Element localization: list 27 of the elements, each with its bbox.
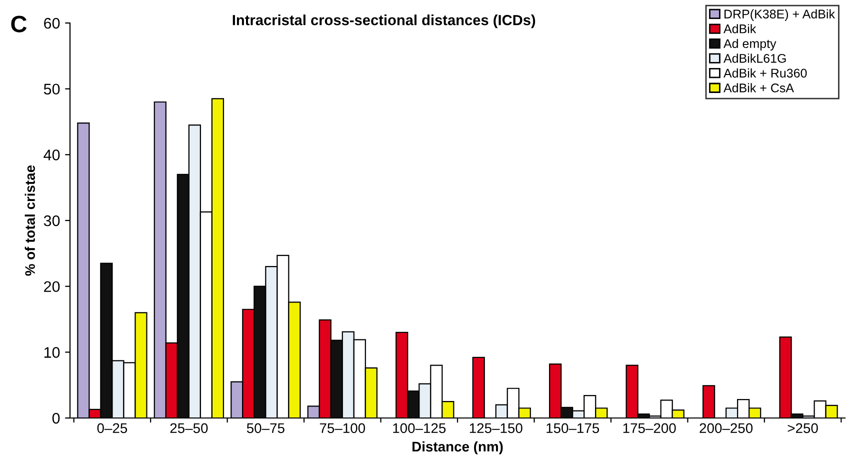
legend-label: AdBik + CsA — [724, 83, 794, 92]
legend-label: AdBik — [724, 24, 756, 34]
y-tick-label: 0 — [52, 412, 60, 424]
x-tick-label: 100–125 — [393, 423, 446, 434]
legend-label: AdBik + Ru360 — [724, 68, 807, 78]
x-tick-label: 200–250 — [700, 423, 753, 434]
text: C — [11, 16, 27, 32]
x-tick-label: 25–50 — [170, 423, 208, 434]
chart-title: Intracristal cross-sectional distances (ICDs) — [232, 14, 536, 28]
x-tick-label: 150–175 — [546, 423, 600, 434]
y-tick-label: 60 — [44, 18, 60, 29]
y-tick-label: 10 — [44, 347, 60, 358]
x-tick-label: 50–75 — [246, 423, 284, 434]
x-tick-label: 75–100 — [320, 423, 366, 434]
y-tick-label: 50 — [44, 84, 60, 95]
y-axis-title: % of total cristae — [24, 165, 35, 276]
legend-label: AdBikL61G — [724, 54, 786, 63]
y-tick-label: 20 — [44, 281, 60, 292]
x-axis-title: Distance (nm) — [412, 441, 503, 454]
y-tick-label: 40 — [44, 150, 60, 160]
legend-label: DRP(K38E) + AdBik — [724, 9, 836, 21]
legend-label: Ad empty — [724, 38, 776, 51]
x-tick-label: 125–150 — [470, 423, 522, 434]
x-tick-label: 175–200 — [623, 423, 676, 434]
x-tick-label: >250 — [788, 423, 818, 434]
x-tick-label: 0–25 — [97, 423, 128, 434]
y-tick-label: 30 — [44, 215, 60, 226]
